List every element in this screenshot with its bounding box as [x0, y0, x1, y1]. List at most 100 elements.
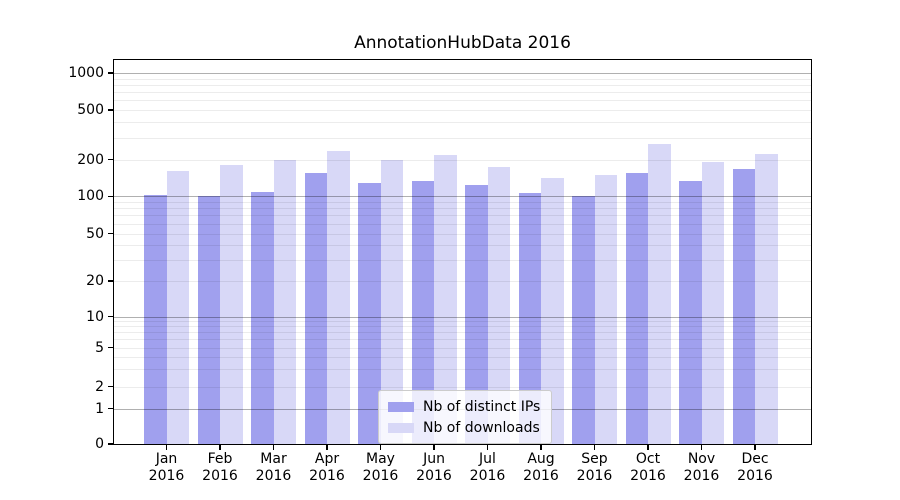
legend-swatch-distinct-ips — [388, 401, 414, 412]
legend-row: Nb of distinct IPs — [388, 396, 540, 417]
bar-distinct-ips-jul — [465, 184, 488, 444]
x-tick — [272, 445, 275, 450]
x-tick — [754, 445, 756, 450]
x-tick-label: Jan 2016 — [135, 451, 199, 485]
bar-downloads-sep — [594, 174, 617, 444]
y-tick-label: 100 — [77, 188, 104, 205]
bar-downloads-dec — [755, 154, 778, 444]
x-tick-label-month: Aug — [527, 451, 555, 467]
plot-area — [113, 59, 812, 445]
gridline-minor — [114, 233, 811, 235]
x-tick — [326, 445, 328, 450]
x-tick-label-year: 2016 — [148, 468, 185, 484]
gridline-minor — [114, 245, 811, 247]
x-tick-label-year: 2016 — [630, 468, 666, 484]
x-tick-label-month: Nov — [687, 451, 716, 467]
gridline-minor — [114, 347, 811, 349]
gridline-minor — [114, 369, 811, 371]
bar-downloads-feb — [220, 164, 243, 444]
y-tick — [108, 158, 114, 161]
y-tick — [108, 385, 114, 388]
gridline-minor — [114, 321, 811, 323]
x-tick — [165, 445, 168, 450]
x-tick-label-month: Oct — [635, 451, 661, 467]
gridline-minor — [114, 339, 811, 341]
bar-downloads-oct — [648, 143, 671, 444]
x-tick-label: Nov 2016 — [670, 451, 734, 485]
x-tick-label-year: 2016 — [683, 468, 720, 484]
bar-downloads-apr — [327, 150, 350, 444]
bar-downloads-nov — [701, 162, 724, 444]
gridline-minor — [114, 281, 811, 282]
x-tick-label: Feb 2016 — [188, 451, 252, 485]
x-tick — [647, 445, 649, 450]
gridline-minor — [114, 208, 811, 210]
x-tick-label: Aug 2016 — [509, 451, 573, 485]
bar-distinct-ips-jun — [411, 180, 434, 444]
x-tick-label: May 2016 — [349, 451, 413, 485]
x-tick-label-year: 2016 — [202, 468, 238, 484]
x-tick — [593, 445, 596, 450]
gridline-minor — [114, 100, 811, 102]
y-tick — [108, 443, 114, 445]
bar-distinct-ips-jan — [144, 194, 167, 444]
gridline-minor — [114, 92, 811, 94]
x-tick-label: Mar 2016 — [242, 451, 306, 485]
x-tick-label-year: 2016 — [469, 468, 506, 484]
bar-downloads-may — [380, 159, 403, 444]
gridline-minor — [114, 122, 811, 124]
x-tick — [379, 445, 382, 450]
x-tick-label: Oct 2016 — [616, 451, 680, 485]
x-tick-label: Apr 2016 — [295, 451, 359, 485]
gridline-minor — [114, 326, 811, 328]
x-tick-label: Jul 2016 — [456, 451, 520, 485]
x-tick-label-month: Apr — [314, 451, 340, 467]
x-tick-label-year: 2016 — [576, 468, 613, 484]
y-tick-label: 0 — [95, 436, 104, 452]
y-tick-label: 500 — [77, 102, 104, 118]
y-tick — [108, 72, 114, 74]
x-tick-label-year: 2016 — [416, 468, 452, 484]
bar-distinct-ips-oct — [625, 173, 648, 444]
bar-downloads-aug — [541, 178, 564, 444]
x-tick — [486, 445, 489, 450]
y-tick-label: 10 — [86, 308, 104, 325]
grid-layer — [114, 60, 811, 444]
x-tick — [540, 445, 542, 450]
x-tick-label-year: 2016 — [309, 468, 345, 484]
y-tick — [108, 109, 114, 111]
x-tick-label-year: 2016 — [523, 468, 559, 484]
y-tick-label: 200 — [77, 151, 104, 168]
gridline-minor — [114, 159, 811, 161]
x-tick-label-month: Jun — [423, 451, 445, 467]
x-tick — [433, 445, 435, 450]
x-tick-label-year: 2016 — [362, 468, 399, 484]
gridline-minor — [114, 84, 811, 86]
x-tick — [219, 445, 221, 450]
bar-distinct-ips-dec — [732, 169, 755, 444]
bar-downloads-jun — [434, 155, 457, 444]
bar-distinct-ips-nov — [679, 180, 702, 444]
legend: Nb of distinct IPs Nb of downloads — [378, 390, 553, 444]
y-tick — [108, 280, 114, 282]
y-tick-label: 20 — [86, 273, 104, 289]
bar-distinct-ips-mar — [251, 191, 274, 444]
x-tick-label: Jun 2016 — [402, 451, 466, 485]
x-tick-label-month: Mar — [260, 451, 287, 467]
bar-distinct-ips-apr — [304, 173, 327, 444]
y-tick-label: 1 — [95, 400, 104, 417]
y-tick — [108, 195, 114, 197]
gridline-minor — [114, 223, 811, 225]
x-tick-label-year: 2016 — [255, 468, 292, 484]
y-tick — [108, 232, 114, 235]
gridline-major — [114, 73, 811, 74]
x-tick-label: Dec 2016 — [723, 451, 787, 485]
bar-distinct-ips-may — [358, 183, 381, 444]
y-tick — [108, 315, 114, 318]
gridline-minor — [114, 332, 811, 334]
y-tick-label: 1000 — [68, 65, 104, 81]
x-tick-label-month: Jul — [479, 451, 496, 467]
chart-title: AnnotationHubData 2016 — [354, 33, 571, 53]
y-tick-label: 2 — [95, 378, 104, 395]
